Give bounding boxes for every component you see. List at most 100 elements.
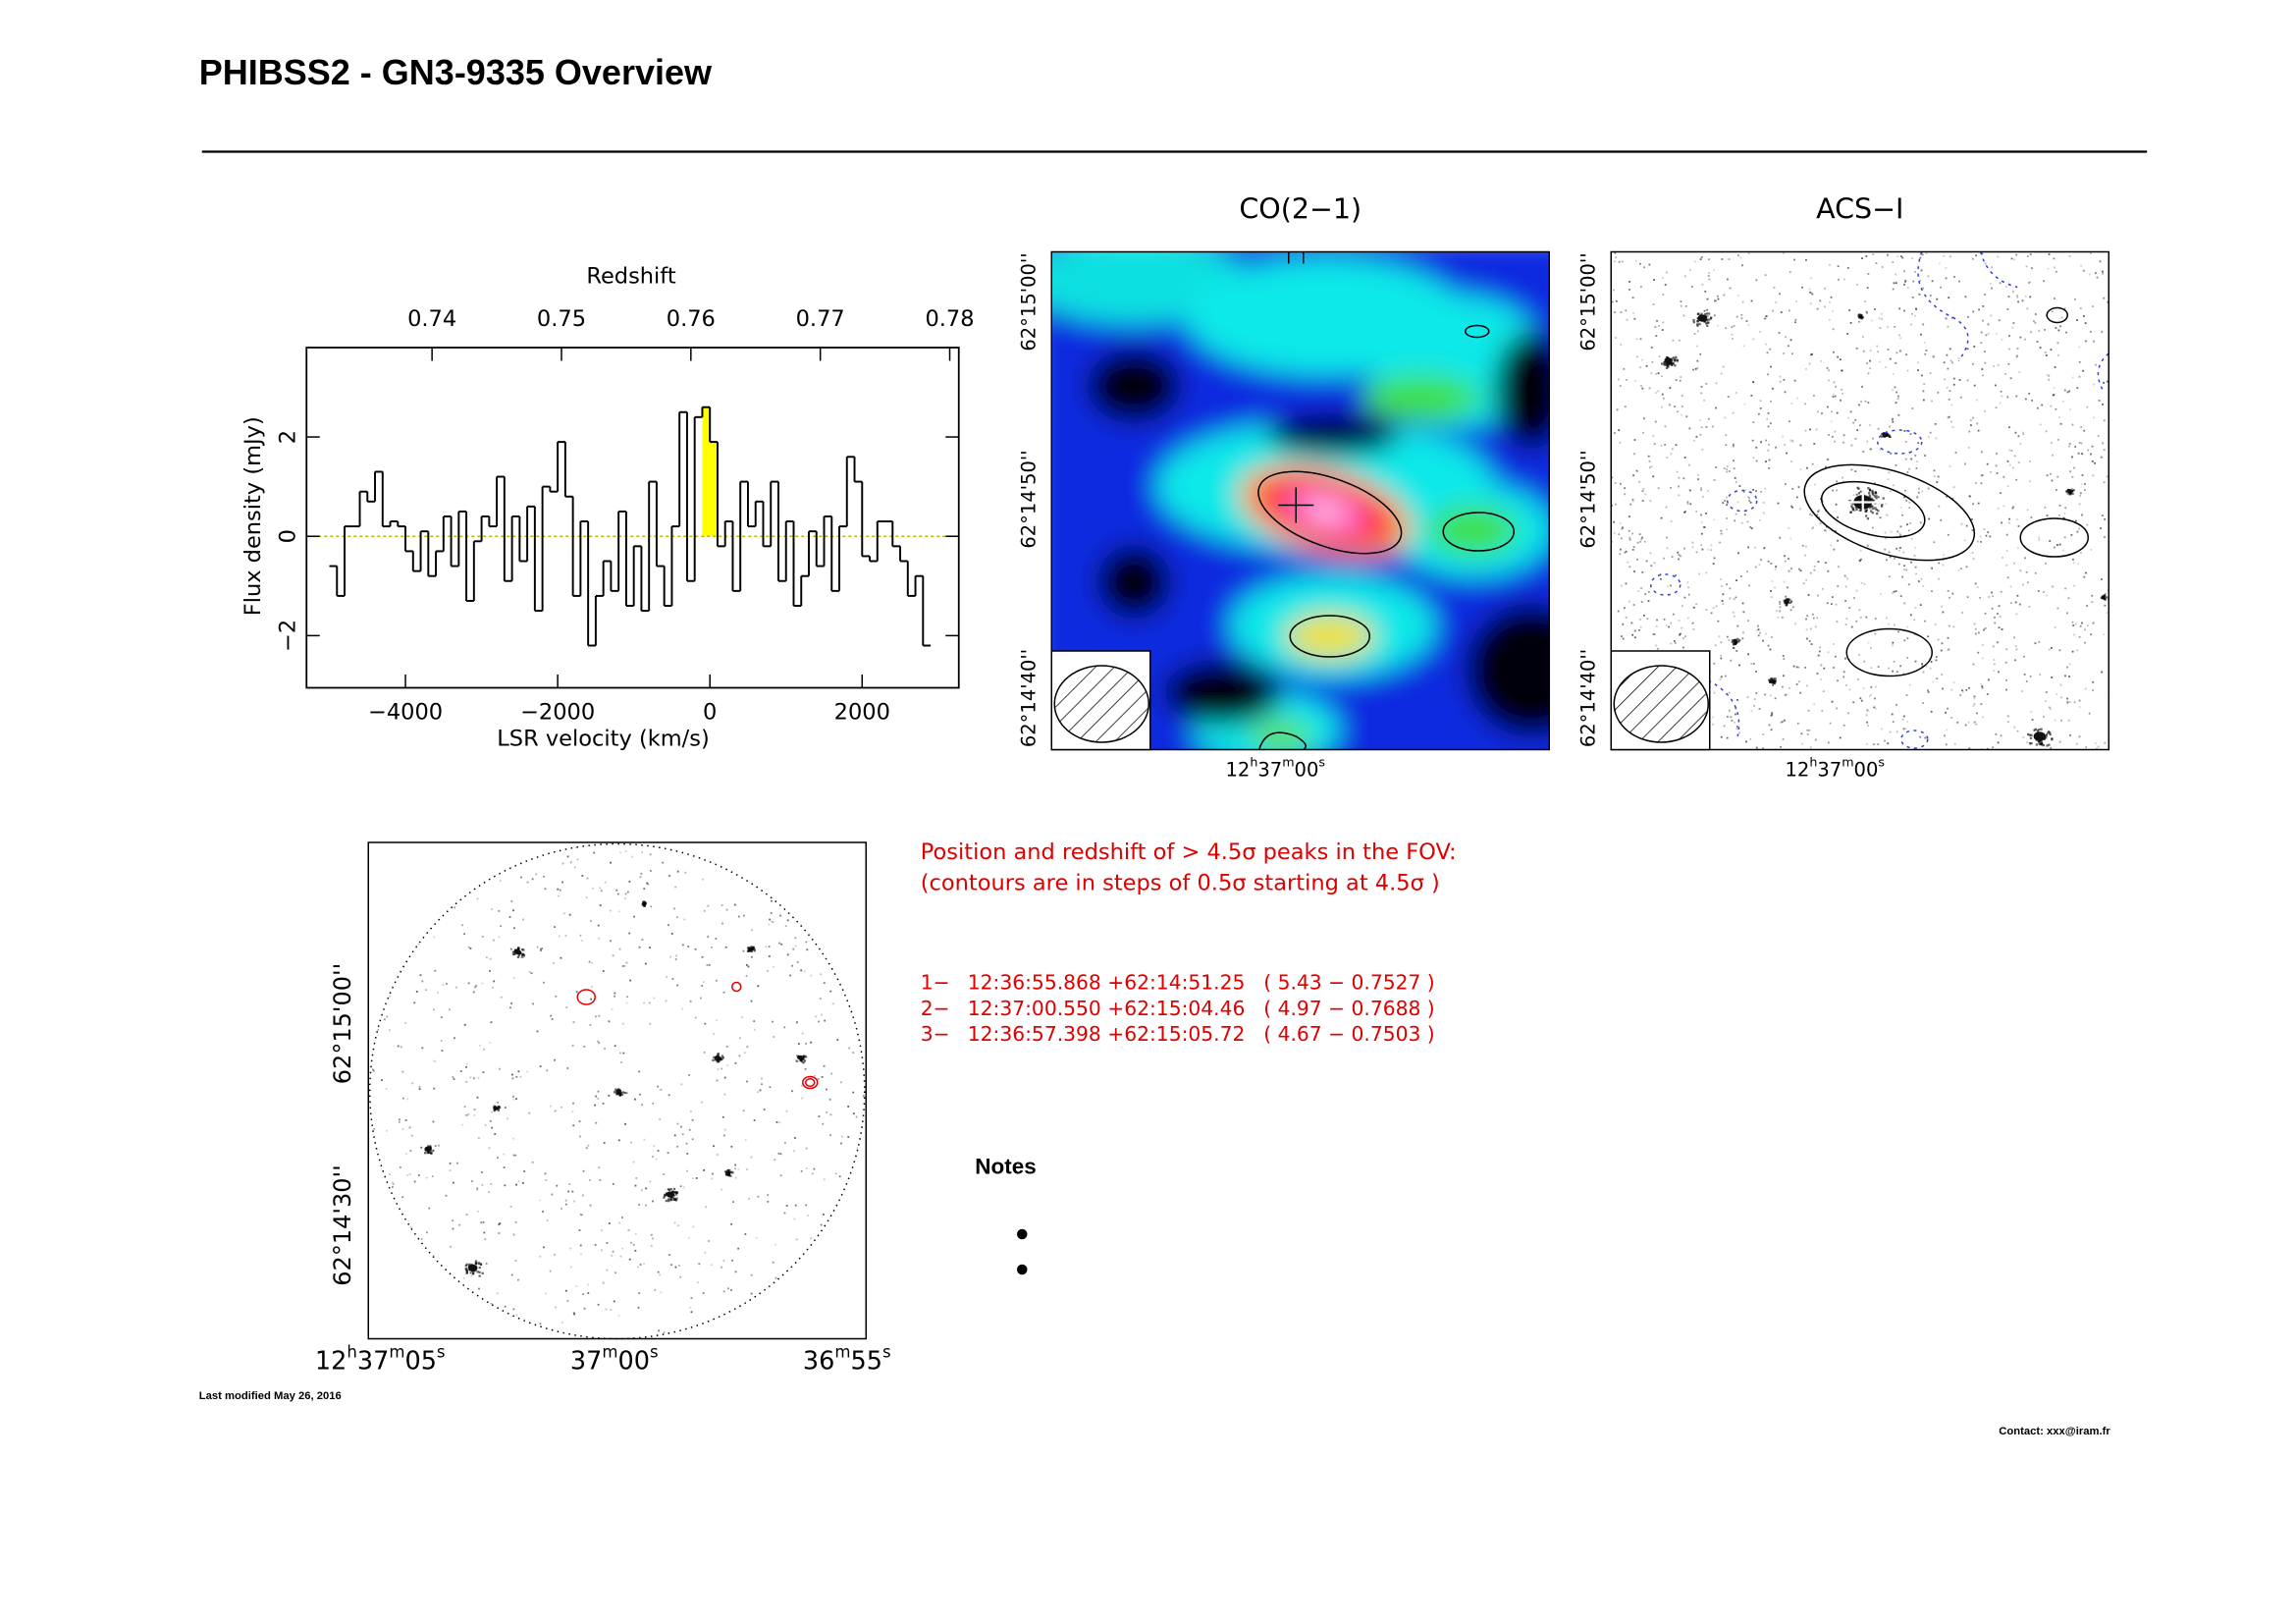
image-pixel bbox=[473, 1109, 476, 1110]
image-pixel bbox=[1618, 429, 1621, 432]
image-pixel bbox=[1902, 673, 1905, 676]
image-pixel bbox=[388, 1254, 391, 1256]
image-pixel bbox=[1872, 507, 1875, 511]
image-pixel bbox=[2005, 678, 2007, 681]
image-pixel bbox=[1652, 633, 1655, 635]
image-pixel bbox=[1750, 663, 1753, 665]
image-pixel bbox=[1770, 677, 1774, 680]
image-pixel bbox=[2001, 395, 2003, 398]
image-pixel bbox=[641, 939, 644, 941]
image-pixel bbox=[2009, 463, 2011, 466]
image-pixel bbox=[727, 1171, 731, 1175]
image-pixel bbox=[2014, 645, 2017, 647]
map-title: CO(2−1) bbox=[1239, 193, 1362, 226]
image-pixel bbox=[2071, 650, 2074, 653]
image-pixel bbox=[425, 1176, 428, 1179]
image-pixel bbox=[1717, 298, 1720, 300]
image-pixel bbox=[708, 963, 711, 966]
image-pixel bbox=[1619, 521, 1622, 524]
image-pixel bbox=[1737, 552, 1739, 555]
image-pixel bbox=[2064, 587, 2067, 590]
image-pixel bbox=[1904, 279, 1907, 282]
image-pixel bbox=[1961, 689, 1963, 692]
image-pixel bbox=[1625, 550, 1628, 553]
image-pixel bbox=[1922, 287, 1925, 290]
image-pixel bbox=[1790, 439, 1793, 442]
image-pixel bbox=[2103, 633, 2105, 636]
image-pixel bbox=[1896, 730, 1898, 733]
image-pixel bbox=[2019, 443, 2022, 445]
image-pixel bbox=[1735, 513, 1737, 515]
image-pixel bbox=[1772, 677, 1776, 680]
image-pixel bbox=[663, 1173, 666, 1176]
image-pixel bbox=[1633, 380, 1636, 382]
image-pixel bbox=[1680, 413, 1682, 416]
image-pixel bbox=[388, 1173, 391, 1176]
image-pixel bbox=[1933, 474, 1936, 477]
image-pixel bbox=[2015, 395, 2018, 398]
image-pixel bbox=[1631, 297, 1634, 299]
image-pixel bbox=[1813, 443, 1816, 445]
image-pixel bbox=[778, 1293, 781, 1296]
image-pixel bbox=[838, 1253, 841, 1256]
image-pixel bbox=[676, 1145, 679, 1148]
image-pixel bbox=[1833, 643, 1835, 645]
image-pixel bbox=[1842, 724, 1845, 727]
image-pixel bbox=[823, 982, 826, 985]
image-pixel bbox=[1974, 627, 1977, 630]
image-pixel bbox=[469, 1271, 472, 1274]
image-pixel bbox=[1755, 746, 1758, 749]
image-pixel bbox=[605, 1308, 608, 1311]
image-pixel bbox=[1684, 305, 1687, 307]
image-pixel bbox=[1799, 468, 1802, 471]
image-pixel bbox=[1854, 437, 1857, 440]
image-pixel bbox=[1894, 325, 1896, 328]
image-pixel bbox=[1687, 593, 1690, 596]
image-pixel bbox=[1734, 519, 1736, 522]
image-pixel bbox=[1817, 511, 1820, 514]
image-pixel bbox=[713, 1033, 716, 1036]
image-pixel bbox=[723, 1093, 726, 1096]
image-pixel bbox=[1875, 685, 1878, 688]
image-pixel bbox=[1733, 460, 1735, 462]
image-pixel bbox=[1870, 647, 1872, 650]
image-pixel bbox=[1651, 360, 1654, 363]
image-pixel bbox=[1998, 626, 2001, 629]
image-pixel bbox=[1805, 368, 1807, 370]
image-pixel bbox=[1764, 315, 1767, 317]
image-pixel bbox=[1731, 326, 1734, 329]
image-pixel bbox=[1720, 532, 1723, 535]
image-pixel bbox=[2071, 456, 2073, 459]
image-pixel bbox=[2053, 387, 2056, 390]
image-pixel bbox=[1882, 497, 1885, 500]
image-pixel bbox=[1738, 485, 1741, 487]
image-pixel bbox=[1826, 406, 1829, 408]
image-pixel bbox=[510, 1001, 513, 1004]
image-pixel bbox=[1995, 333, 1998, 336]
image-pixel bbox=[1658, 355, 1661, 357]
image-pixel bbox=[2017, 300, 2019, 303]
image-pixel bbox=[1891, 592, 1894, 595]
image-pixel bbox=[1810, 277, 1813, 280]
image-pixel bbox=[2082, 315, 2085, 317]
image-pixel bbox=[1865, 255, 1868, 257]
image-pixel bbox=[628, 880, 631, 883]
image-pixel bbox=[2006, 308, 2009, 310]
image-pixel bbox=[1922, 390, 1925, 393]
x-tick-label: −4000 bbox=[368, 700, 443, 726]
image-pixel bbox=[1715, 605, 1718, 608]
image-pixel bbox=[543, 981, 545, 984]
image-pixel bbox=[1921, 253, 1924, 256]
image-pixel bbox=[1738, 639, 1741, 642]
image-pixel bbox=[578, 1120, 581, 1123]
image-pixel bbox=[777, 1288, 781, 1291]
image-pixel bbox=[2033, 729, 2036, 731]
image-pixel bbox=[598, 1166, 601, 1169]
image-pixel bbox=[1999, 282, 2002, 285]
image-pixel bbox=[1692, 318, 1695, 322]
image-pixel bbox=[1663, 361, 1666, 364]
image-pixel bbox=[1980, 474, 1983, 477]
image-pixel bbox=[1715, 466, 1718, 468]
image-pixel bbox=[2034, 642, 2037, 645]
image-pixel bbox=[1791, 352, 1793, 355]
